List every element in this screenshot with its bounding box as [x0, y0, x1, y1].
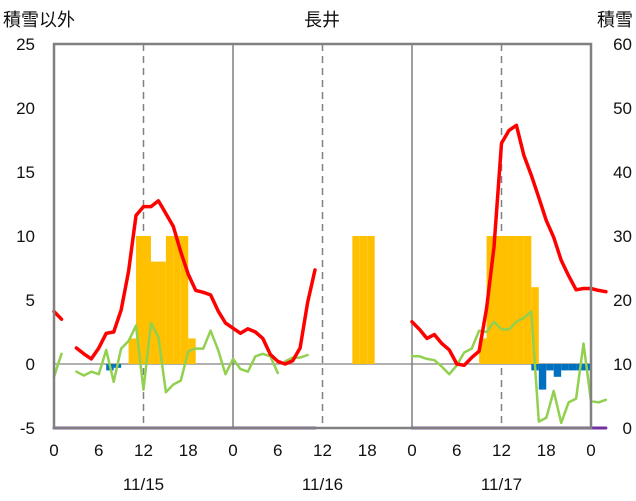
right-y-tick-label: 10	[613, 355, 632, 374]
snowfall-bar	[486, 236, 495, 364]
x-tick-label: 12	[134, 441, 153, 460]
x-tick-label: 18	[179, 441, 198, 460]
x-tick-label: 12	[492, 441, 511, 460]
right-axis-label: 積雪	[597, 10, 633, 31]
x-tick-label: 0	[228, 441, 237, 460]
snowfall-bar	[501, 236, 509, 364]
snowfall-bar	[523, 236, 532, 364]
snowfall-bar	[143, 236, 151, 364]
snow_depth-line	[410, 123, 608, 368]
snowfall-bar	[128, 338, 137, 364]
left-y-tick-label: -5	[20, 419, 35, 438]
chart-title: 長井	[304, 10, 340, 31]
date-label: 11/16	[302, 475, 343, 494]
x-tick-label: 0	[586, 441, 595, 460]
negative_bars-bar	[546, 364, 554, 371]
plot-frame	[52, 42, 593, 430]
right-y-tick-label: 50	[613, 99, 632, 118]
plot-border	[52, 42, 593, 430]
snowfall-bar	[352, 236, 360, 364]
date-label: 11/17	[481, 475, 522, 494]
snowfall-bar	[359, 236, 368, 364]
negative_bars-bar	[538, 364, 547, 390]
left-y-tick-label: 15	[16, 163, 35, 182]
left-y-tick-label: 25	[16, 35, 35, 54]
x-tick-label: 6	[94, 441, 103, 460]
snowfall-bar	[165, 236, 174, 364]
negative_bars-bar	[568, 364, 577, 371]
snowfall-bar	[508, 236, 517, 364]
temperature-line	[75, 321, 280, 394]
right-y-tick-label: 0	[623, 419, 632, 438]
left-y-tick-label: 5	[26, 291, 35, 310]
x-tick-label: 18	[537, 441, 556, 460]
date-label: 11/15	[123, 475, 164, 494]
right-y-tick-label: 30	[613, 227, 632, 246]
x-tick-label: 0	[49, 441, 58, 460]
snowfall-bar	[367, 236, 375, 364]
temperature-line	[410, 310, 608, 425]
snowfall-bar	[136, 236, 144, 364]
snowfall-bar	[516, 236, 524, 364]
left-axis-label: 積雪以外	[3, 10, 75, 31]
snowfall-bar	[479, 338, 487, 364]
snowfall-bar	[158, 261, 166, 364]
left-y-tick-label: 0	[26, 355, 35, 374]
snowfall-bar	[494, 236, 502, 364]
bars-layer	[106, 236, 591, 390]
snowfall-bar	[531, 287, 539, 364]
snowfall-bar	[150, 261, 159, 364]
left-y-tick-label: 20	[16, 99, 35, 118]
x-tick-label: 0	[407, 441, 416, 460]
x-tick-label: 12	[313, 441, 332, 460]
tick-labels: -5 0 5 10 15 20 25 0 10 20 30 40 50 60 0 6 12 18 0 6 12 18 0 6 1…	[16, 35, 632, 494]
x-tick-label: 6	[273, 441, 282, 460]
right-y-tick-label: 60	[613, 35, 632, 54]
right-y-tick-label: 40	[613, 163, 632, 182]
left-y-tick-label: 10	[16, 227, 35, 246]
snowfall-bar	[173, 236, 181, 364]
snow_depth-line	[74, 199, 317, 366]
x-tick-label: 18	[358, 441, 377, 460]
right-y-tick-label: 20	[613, 291, 632, 310]
negative_bars-bar	[561, 364, 569, 371]
negative_bars-bar	[553, 364, 562, 377]
snowfall-bar	[180, 236, 189, 364]
x-tick-label: 6	[452, 441, 461, 460]
